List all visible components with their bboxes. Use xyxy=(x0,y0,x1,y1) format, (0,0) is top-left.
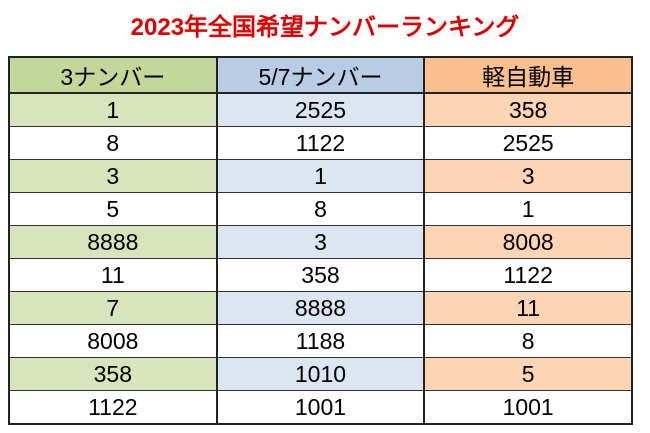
table-cell: 2525 xyxy=(423,126,633,160)
table-cell: 3 xyxy=(423,159,633,193)
table-cell: 8008 xyxy=(423,225,633,259)
table-cell: 1 xyxy=(215,159,426,193)
table-cell: 1 xyxy=(423,192,633,226)
table-row: 1 2525 358 xyxy=(8,92,633,127)
table-row: 11 358 1122 xyxy=(8,258,633,292)
table-cell: 8888 xyxy=(8,225,218,259)
table-row: 7 8888 11 xyxy=(8,291,633,325)
table-cell: 1122 xyxy=(423,258,633,292)
table-cell: 358 xyxy=(8,357,218,391)
table-row: 8008 1188 8 xyxy=(8,324,633,358)
header-row: 3ナンバー 5/7ナンバー 軽自動車 xyxy=(8,56,633,94)
table-cell: 3 xyxy=(215,225,426,259)
table-cell: 1122 xyxy=(215,126,426,160)
column-header: 軽自動車 xyxy=(423,56,633,94)
ranking-table: 3ナンバー 5/7ナンバー 軽自動車 1 2525 358 8 1122 2525 3 1 3 5 8 1… xyxy=(8,56,633,425)
column-header: 3ナンバー xyxy=(8,56,218,94)
table-cell: 5 xyxy=(8,192,218,226)
table-cell: 1122 xyxy=(8,390,218,425)
table-cell: 11 xyxy=(8,258,218,292)
table-cell: 5 xyxy=(423,357,633,391)
table-cell: 1001 xyxy=(215,390,426,425)
table-body: 1 2525 358 8 1122 2525 3 1 3 5 8 1 8888 3 8008 11 358 112… xyxy=(8,92,633,425)
title: 2023年全国希望ナンバーランキング xyxy=(130,14,520,41)
table-cell: 1 xyxy=(8,92,218,127)
table-cell: 8 xyxy=(8,126,218,160)
table-row: 358 1010 5 xyxy=(8,357,633,391)
table-cell: 8008 xyxy=(8,324,218,358)
table-cell: 1010 xyxy=(215,357,426,391)
table-cell: 7 xyxy=(8,291,218,325)
table-cell: 1001 xyxy=(423,390,633,425)
table-cell: 358 xyxy=(215,258,426,292)
table-row: 8888 3 8008 xyxy=(8,225,633,259)
table-cell: 8 xyxy=(423,324,633,358)
table-cell: 2525 xyxy=(215,92,426,127)
table-cell: 358 xyxy=(423,92,633,127)
column-header: 5/7ナンバー xyxy=(215,56,426,94)
table-cell: 11 xyxy=(423,291,633,325)
table-cell: 8 xyxy=(215,192,426,226)
table-cell: 1188 xyxy=(215,324,426,358)
table-cell: 8888 xyxy=(215,291,426,325)
table-row: 1122 1001 1001 xyxy=(8,390,633,425)
table-cell: 3 xyxy=(8,159,218,193)
table-row: 8 1122 2525 xyxy=(8,126,633,160)
